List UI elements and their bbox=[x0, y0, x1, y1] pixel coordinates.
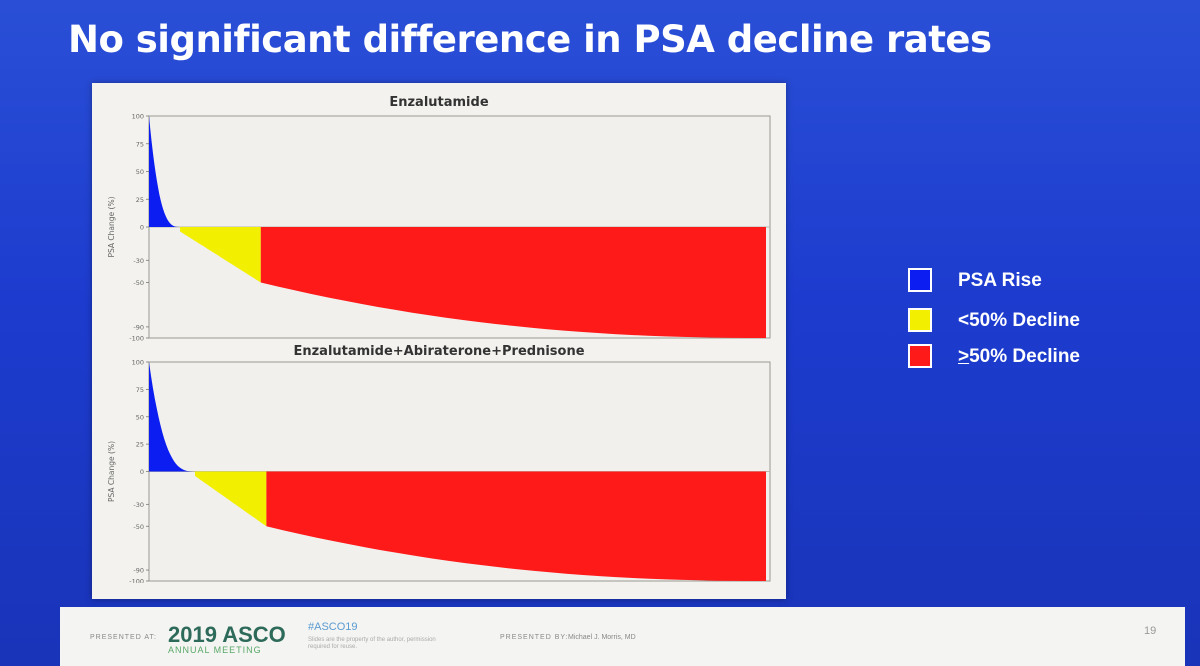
hashtag: #ASCO19 bbox=[308, 621, 358, 633]
legend-label-psa-rise: PSA Rise bbox=[958, 270, 1042, 291]
y-tick-label: 25 bbox=[136, 196, 144, 204]
chart-title-enzalutamide: Enzalutamide bbox=[389, 95, 489, 110]
legend-prefix-ge: > bbox=[958, 346, 970, 367]
presented-at-label: PRESENTED AT: bbox=[90, 634, 157, 641]
y-tick-label: -100 bbox=[129, 335, 144, 343]
asco-logo: 2019 ASCO bbox=[168, 622, 286, 647]
y-tick-label: 50 bbox=[136, 413, 144, 421]
chart-title-combination: Enzalutamide+Abiraterone+Prednisone bbox=[293, 344, 585, 359]
presented-by-label: PRESENTED BY: bbox=[500, 634, 569, 641]
bar-group-psa-rise bbox=[149, 362, 195, 472]
legend-label-ge50-decline: >50% Decline bbox=[958, 344, 1080, 370]
figure-panel: Enzalutamide 100 75 50 25 0 -30 -50 -90 -100 PSA … bbox=[92, 83, 786, 599]
y-tick-label: 100 bbox=[132, 359, 144, 367]
legend-label-lt50-decline: <50% Decline bbox=[958, 310, 1080, 331]
y-tick-label: -100 bbox=[129, 578, 144, 584]
y-tick-label: -50 bbox=[133, 523, 144, 531]
y-tick-label: -90 bbox=[133, 567, 144, 575]
chart-combination: 100 75 50 25 0 -30 -50 -90 -100 PSA Change (%) bbox=[107, 359, 771, 584]
bar-group-ge50-decline bbox=[260, 227, 766, 338]
y-tick-label: -50 bbox=[133, 279, 144, 287]
y-tick-label: 75 bbox=[136, 386, 144, 394]
y-tick-label: 50 bbox=[136, 168, 144, 176]
disclaimer-text: Slides are the property of the author, p… bbox=[308, 637, 436, 650]
y-tick-label: 0 bbox=[140, 468, 144, 476]
slide-title: No significant difference in PSA decline… bbox=[68, 18, 992, 61]
bar-group-lt50-decline bbox=[180, 227, 261, 283]
legend-swatch-psa-rise bbox=[908, 268, 932, 292]
legend-swatch-ge50-decline bbox=[908, 344, 932, 368]
slide-number: 19 bbox=[1144, 625, 1157, 637]
y-tick-label: -30 bbox=[133, 501, 144, 509]
bar-group-psa-rise bbox=[149, 116, 180, 227]
y-tick-label: 75 bbox=[136, 140, 144, 148]
bar-group-ge50-decline bbox=[266, 471, 766, 581]
y-axis-label: PSA Change (%) bbox=[107, 441, 116, 502]
y-tick-label: -30 bbox=[133, 257, 144, 265]
y-tick-label: -90 bbox=[133, 323, 144, 331]
presenter-name: Michael J. Morris, MD bbox=[568, 634, 636, 641]
y-tick-label: 100 bbox=[132, 113, 144, 121]
y-tick-label: 25 bbox=[136, 441, 144, 449]
legend-label-text: 50% Decline bbox=[969, 346, 1081, 367]
asco-logo-subtitle: ANNUAL MEETING bbox=[168, 645, 262, 655]
footer: PRESENTED AT: 2019 ASCO ANNUAL MEETING #… bbox=[60, 607, 1185, 666]
bar-group-lt50-decline bbox=[194, 471, 267, 527]
y-axis-label: PSA Change (%) bbox=[107, 196, 116, 257]
y-tick-label: 0 bbox=[140, 224, 144, 232]
chart-enzalutamide: 100 75 50 25 0 -30 -50 -90 -100 PSA Change (%) bbox=[107, 113, 771, 343]
legend-swatch-lt50-decline bbox=[908, 308, 932, 332]
